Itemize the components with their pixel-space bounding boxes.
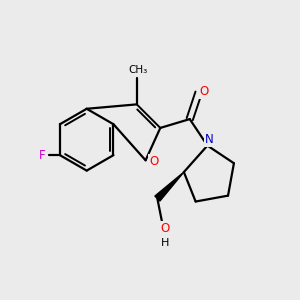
- Text: F: F: [39, 149, 46, 162]
- Polygon shape: [155, 172, 184, 201]
- Text: N: N: [205, 133, 213, 146]
- Text: CH₃: CH₃: [129, 64, 148, 75]
- Text: O: O: [160, 221, 169, 235]
- Text: O: O: [199, 85, 208, 98]
- Text: O: O: [149, 155, 158, 168]
- Text: H: H: [160, 238, 169, 248]
